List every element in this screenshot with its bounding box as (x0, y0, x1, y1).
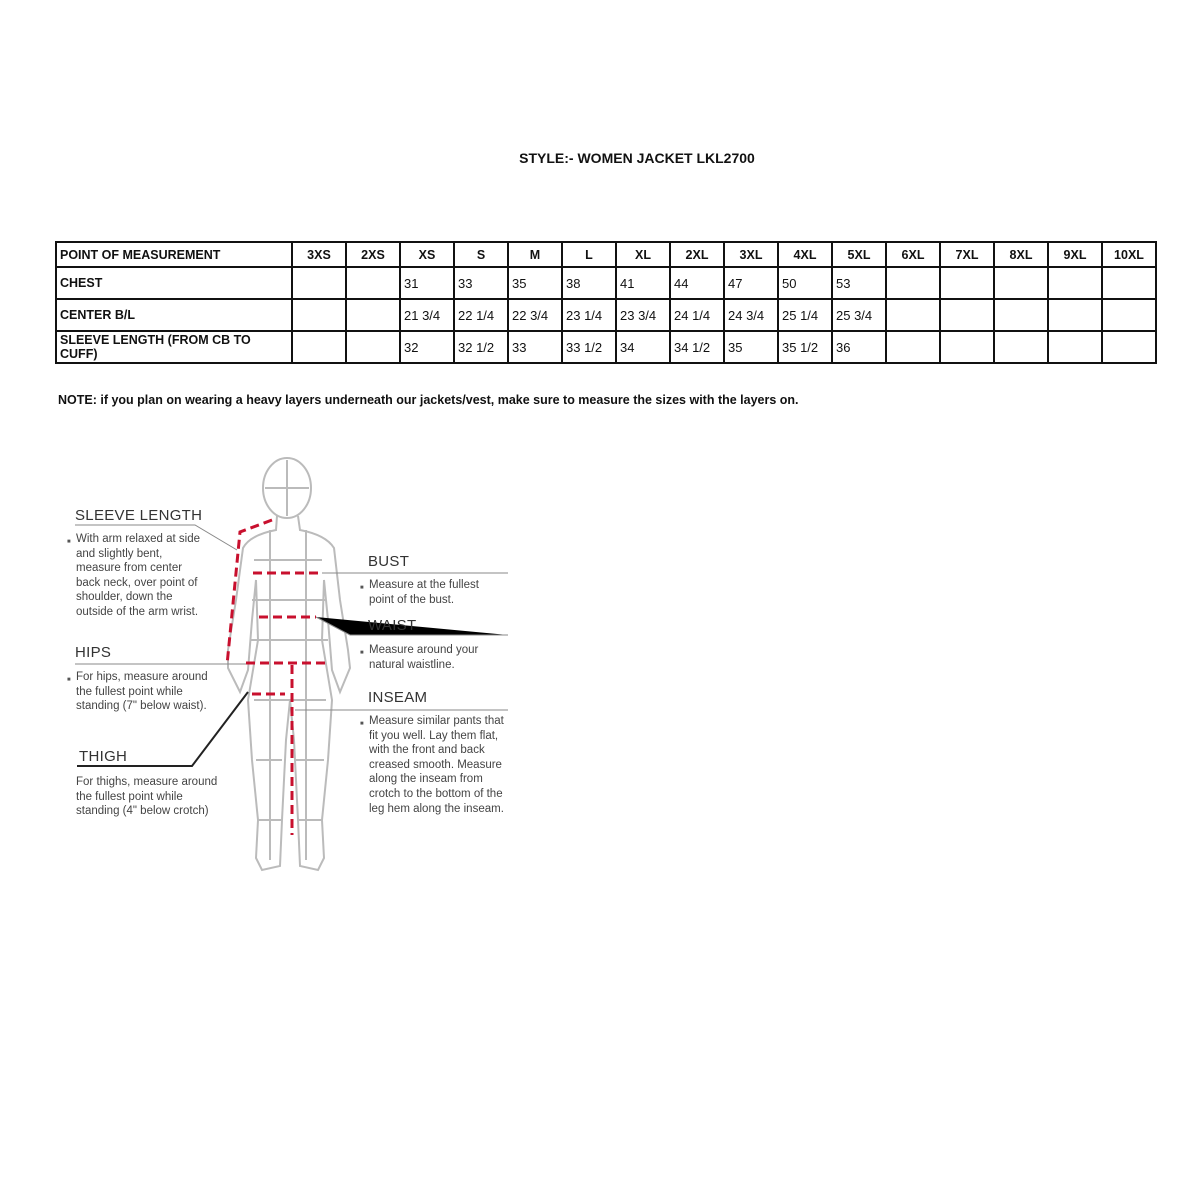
thigh-label: THIGH (79, 748, 128, 765)
size-cell (291, 298, 347, 332)
header-size-3xs: 3XS (291, 241, 347, 268)
header-size-l: L (561, 241, 617, 268)
size-cell: 53 (831, 266, 887, 300)
size-cell: 25 1/4 (777, 298, 833, 332)
header-size-xl: XL (615, 241, 671, 268)
header-size-2xl: 2XL (669, 241, 725, 268)
size-cell (993, 330, 1049, 364)
size-cell (993, 266, 1049, 300)
size-cell (345, 330, 401, 364)
size-table: POINT OF MEASUREMENT 3XS 2XS XS S M L XL 2XL 3XL 4… (55, 241, 1157, 364)
size-cell: 41 (615, 266, 671, 300)
size-cell: 33 1/2 (561, 330, 617, 364)
size-cell (939, 298, 995, 332)
table-header-row: POINT OF MEASUREMENT 3XS 2XS XS S M L XL 2XL 3XL 4… (55, 241, 1157, 268)
style-title: STYLE:- WOMEN JACKET LKL2700 (519, 150, 755, 166)
size-cell: 22 3/4 (507, 298, 563, 332)
size-cell: 33 (507, 330, 563, 364)
header-size-6xl: 6XL (885, 241, 941, 268)
table-row: CENTER B/L 21 3/4 22 1/4 22 3/4 23 1/4 23 3/4… (55, 298, 1157, 332)
size-cell (885, 298, 941, 332)
size-cell: 34 1/2 (669, 330, 725, 364)
row-label: SLEEVE LENGTH (FROM CB TO CUFF) (55, 330, 293, 364)
header-size-xs: XS (399, 241, 455, 268)
size-cell (1101, 266, 1157, 300)
size-cell: 35 (723, 330, 779, 364)
size-cell (1047, 330, 1103, 364)
bust-text: Measure at the fullest point of the bust… (360, 578, 499, 607)
header-size-m: M (507, 241, 563, 268)
header-size-7xl: 7XL (939, 241, 995, 268)
size-cell (939, 266, 995, 300)
size-cell: 21 3/4 (399, 298, 455, 332)
size-cell: 32 1/2 (453, 330, 509, 364)
size-cell: 35 (507, 266, 563, 300)
header-size-4xl: 4XL (777, 241, 833, 268)
size-cell: 24 1/4 (669, 298, 725, 332)
hips-text: For hips, measure around the fullest poi… (67, 670, 211, 714)
layering-note: NOTE: if you plan on wearing a heavy lay… (58, 393, 799, 407)
size-cell: 35 1/2 (777, 330, 833, 364)
size-cell: 38 (561, 266, 617, 300)
header-size-5xl: 5XL (831, 241, 887, 268)
header-size-10xl: 10XL (1101, 241, 1157, 268)
size-cell (885, 330, 941, 364)
table-row: SLEEVE LENGTH (FROM CB TO CUFF) 32 32 1/2 3… (55, 330, 1157, 364)
size-cell (885, 266, 941, 300)
size-cell (939, 330, 995, 364)
size-cell (1047, 298, 1103, 332)
size-cell: 36 (831, 330, 887, 364)
size-cell (345, 298, 401, 332)
size-cell: 50 (777, 266, 833, 300)
size-cell: 44 (669, 266, 725, 300)
size-cell: 22 1/4 (453, 298, 509, 332)
size-cell: 33 (453, 266, 509, 300)
sleeve-length-label: SLEEVE LENGTH (75, 507, 203, 524)
size-cell: 31 (399, 266, 455, 300)
size-cell (1101, 330, 1157, 364)
size-cell (291, 330, 347, 364)
row-label: CENTER B/L (55, 298, 293, 332)
size-cell (1047, 266, 1103, 300)
header-size-s: S (453, 241, 509, 268)
table-row: CHEST 31 33 35 38 41 44 47 50 53 (55, 266, 1157, 300)
header-size-9xl: 9XL (1047, 241, 1103, 268)
size-cell (291, 266, 347, 300)
thigh-text: For thighs, measure around the fullest p… (76, 776, 218, 818)
size-cell (345, 266, 401, 300)
inseam-label: INSEAM (368, 689, 428, 706)
header-size-8xl: 8XL (993, 241, 1049, 268)
size-cell: 34 (615, 330, 671, 364)
header-point-of-measurement: POINT OF MEASUREMENT (55, 241, 293, 268)
size-cell: 24 3/4 (723, 298, 779, 332)
sleeve-measure-line (225, 518, 273, 666)
waist-label: WAIST (368, 617, 417, 634)
size-cell: 23 1/4 (561, 298, 617, 332)
sleeve-length-text: With arm relaxed at side and slightly be… (67, 532, 201, 620)
leader-lines (75, 524, 508, 767)
size-cell: 23 3/4 (615, 298, 671, 332)
size-cell: 47 (723, 266, 779, 300)
row-label: CHEST (55, 266, 293, 300)
size-cell: 32 (399, 330, 455, 364)
bust-label: BUST (368, 553, 410, 570)
header-size-3xl: 3XL (723, 241, 779, 268)
waist-text: Measure around your natural waistline. (360, 643, 494, 672)
size-cell (1101, 298, 1157, 332)
hips-label: HIPS (75, 644, 112, 661)
size-cell: 25 3/4 (831, 298, 887, 332)
measurement-lines (225, 518, 328, 835)
size-cell (993, 298, 1049, 332)
inseam-text: Measure similar pants that fit you well.… (360, 714, 514, 816)
header-size-2xs: 2XS (345, 241, 401, 268)
